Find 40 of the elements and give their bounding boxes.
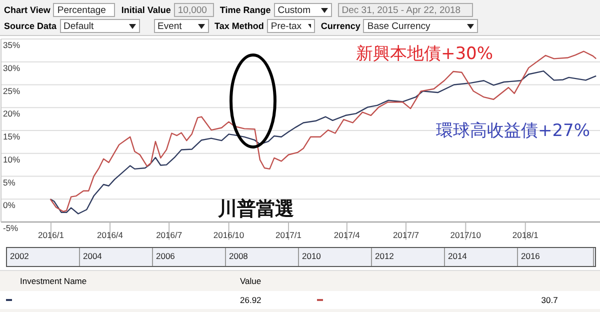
- field: Event: [154, 19, 209, 33]
- field: Pre-tax: [266, 19, 315, 33]
- y-tick-label: 35%: [3, 40, 20, 50]
- x-tick-label: 2017/1: [275, 230, 302, 240]
- x-tick-label: 2016/7: [156, 230, 182, 240]
- text: 26.92: [240, 295, 262, 305]
- field: 10,000: [174, 3, 214, 17]
- field: Dec 31, 2015 - Apr 22, 2018: [338, 3, 473, 17]
- y-tick-label: 5%: [3, 177, 16, 188]
- field: Base Currency: [363, 19, 478, 33]
- field: Percentage: [53, 3, 116, 17]
- y-tick-label: 30%: [3, 62, 20, 73]
- x-tick-label: 2016/4: [97, 230, 124, 240]
- annotation: 新興本地債+30%: [356, 43, 494, 65]
- x-tick-label: 2016/10: [213, 230, 244, 240]
- field: Default: [60, 19, 140, 33]
- y-tick-label: 15%: [3, 132, 20, 142]
- annotation: 川普當選: [218, 197, 294, 222]
- text: 30.7: [541, 295, 558, 305]
- y-tick-label: 0%: [3, 200, 16, 210]
- text: Investment Name: [20, 276, 88, 286]
- y-tick-label: 20%: [3, 108, 20, 119]
- source-note: Source Data: [4, 21, 57, 31]
- annotation: 環球高收益債+27%: [436, 120, 590, 142]
- x-tick-label: 2016/1: [38, 230, 64, 240]
- y-tick-label: 10%: [3, 154, 20, 164]
- text: Chart View: [4, 5, 50, 15]
- text: Time Range: [220, 5, 271, 15]
- field: Custom: [274, 3, 332, 17]
- text: Tax Method: [214, 21, 264, 31]
- y-tick-label: 25%: [3, 86, 20, 96]
- x-tick-label: 2017/7: [392, 230, 420, 240]
- x-tick-label: 2017/4: [334, 230, 360, 240]
- time-navigator: 2002 2004 2006 2008 2010 2012 2014 2016: [6, 247, 596, 267]
- x-tick-label: 2018/1: [512, 230, 539, 240]
- text: Value: [240, 276, 262, 286]
- x-tick-label: 2017/10: [450, 230, 482, 240]
- text: Initial Value: [121, 5, 171, 15]
- text: Currency: [320, 21, 360, 31]
- y-tick-label: -5%: [3, 223, 19, 233]
